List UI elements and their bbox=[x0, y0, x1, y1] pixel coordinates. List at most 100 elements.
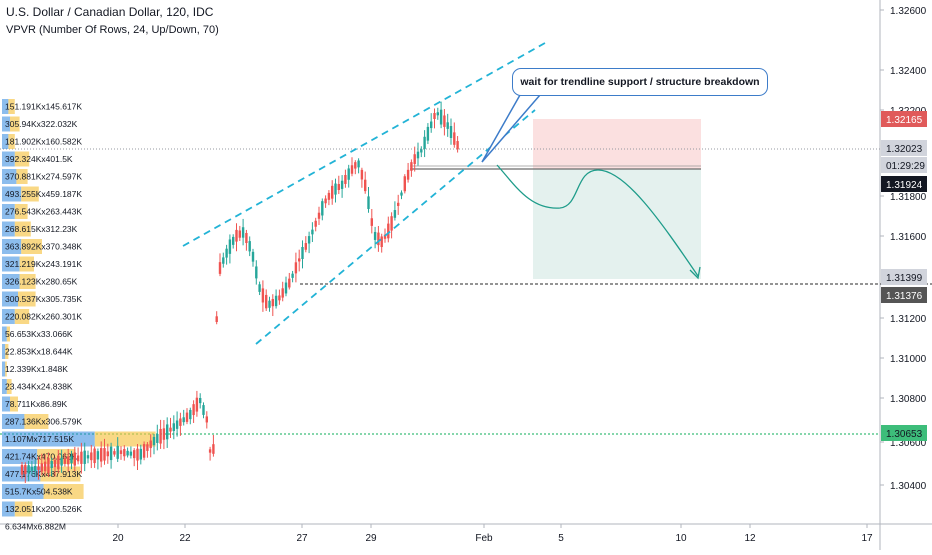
candle bbox=[443, 109, 446, 136]
price-tick-label: 1.31800 bbox=[890, 192, 927, 203]
candle bbox=[350, 157, 354, 177]
vp-up-bar bbox=[2, 414, 25, 429]
candle bbox=[149, 434, 152, 458]
vp-down-bar bbox=[19, 274, 36, 289]
candle bbox=[20, 462, 24, 479]
vp-down-bar bbox=[18, 291, 36, 307]
vp-up-bar bbox=[2, 484, 44, 499]
candle bbox=[265, 289, 268, 311]
vp-down-bar bbox=[43, 484, 84, 499]
candle bbox=[294, 252, 298, 283]
symbol-title[interactable]: U.S. Dollar / Canadian Dollar, 120, IDC bbox=[6, 5, 214, 19]
candle bbox=[453, 122, 456, 148]
channel-lower-trendline[interactable] bbox=[255, 109, 536, 345]
price-tag-box bbox=[881, 111, 927, 127]
price-tag-box bbox=[881, 176, 927, 192]
vp-row-label: 515.7Kx504.538K bbox=[5, 487, 73, 497]
candle bbox=[86, 450, 90, 464]
price-axis-tags: 1.32165 1.32023 01:29:29 1.31924 1.31399 1.31… bbox=[881, 111, 927, 441]
vp-down-bar bbox=[6, 379, 12, 394]
candle bbox=[377, 225, 380, 252]
candle bbox=[311, 222, 314, 243]
price-tag-box bbox=[881, 287, 927, 303]
candle bbox=[175, 411, 179, 437]
candle bbox=[189, 407, 192, 425]
candle bbox=[347, 164, 350, 188]
candle bbox=[76, 447, 80, 465]
candle bbox=[284, 276, 288, 297]
candle bbox=[298, 249, 301, 272]
vp-row-label: 268.615Kx312.23K bbox=[5, 224, 78, 234]
candle bbox=[156, 424, 159, 451]
candle bbox=[307, 231, 311, 254]
time-axis-ticks: 20 22 27 29 Feb 5 10 12 17 bbox=[112, 524, 873, 544]
candle bbox=[152, 434, 156, 455]
candle bbox=[179, 412, 182, 436]
candle bbox=[43, 454, 47, 476]
candle bbox=[222, 252, 225, 268]
indicator-legend[interactable]: VPVR (Number Of Rows, 24, Up/Down, 70) bbox=[6, 24, 219, 36]
annotation-callout[interactable]: wait for trendline support / structure b… bbox=[512, 68, 768, 96]
vp-row-label: 151.191Kx145.617K bbox=[5, 102, 82, 112]
candle bbox=[142, 441, 146, 461]
vp-up-bar bbox=[2, 169, 17, 184]
time-tick-label: 20 bbox=[112, 533, 124, 544]
candles bbox=[20, 101, 459, 484]
price-tick-label: 1.30600 bbox=[890, 438, 927, 449]
vp-down-bar bbox=[14, 221, 31, 237]
candle bbox=[100, 441, 103, 468]
price-tag-box bbox=[881, 425, 927, 441]
candle bbox=[103, 438, 106, 465]
stop-loss-zone[interactable] bbox=[533, 119, 701, 169]
vp-down-bar bbox=[10, 116, 20, 132]
candle bbox=[70, 450, 73, 470]
price-tag-label: 1.31399 bbox=[886, 273, 923, 284]
candle bbox=[380, 233, 383, 253]
vp-row-label: 287.136Kx306.579K bbox=[5, 417, 82, 427]
candle bbox=[456, 136, 459, 153]
candle bbox=[215, 311, 218, 325]
vp-up-bar bbox=[2, 309, 15, 324]
vp-up-bar bbox=[2, 431, 95, 447]
vp-down-bar bbox=[40, 466, 81, 482]
candle bbox=[57, 449, 60, 474]
vp-down-bar bbox=[14, 309, 30, 324]
candle bbox=[278, 289, 281, 305]
candle bbox=[235, 223, 238, 252]
vp-row-label: 326.123Kx280.65K bbox=[5, 277, 78, 287]
vp-row-label: 23.434Kx24.838K bbox=[5, 382, 73, 392]
projected-path[interactable] bbox=[496, 164, 699, 277]
price-tag-label: 1.31376 bbox=[886, 291, 923, 302]
candle bbox=[373, 226, 377, 249]
candle bbox=[400, 190, 403, 200]
candle bbox=[288, 272, 291, 290]
candle bbox=[185, 408, 189, 425]
vp-row-label: 22.853Kx18.644K bbox=[5, 347, 73, 357]
vp-row-label: 370.881Kx274.597K bbox=[5, 172, 82, 182]
candle bbox=[96, 448, 100, 470]
candle bbox=[139, 444, 142, 465]
vp-up-bar bbox=[2, 344, 6, 359]
channel-upper-trendline[interactable] bbox=[182, 42, 546, 247]
candle bbox=[166, 417, 169, 448]
vp-up-bar bbox=[2, 379, 7, 394]
vp-down-bar bbox=[94, 431, 156, 447]
vp-row-label: 305.94Kx322.032K bbox=[5, 119, 78, 129]
candle bbox=[337, 175, 340, 195]
candle bbox=[109, 442, 113, 469]
vp-up-bar bbox=[2, 291, 18, 307]
time-tick-label: 22 bbox=[179, 533, 191, 544]
candle bbox=[212, 434, 215, 457]
take-profit-zone[interactable] bbox=[533, 169, 701, 279]
time-tick-label: Feb bbox=[475, 533, 493, 544]
vp-up-bar bbox=[2, 274, 20, 289]
price-tag-label: 1.30653 bbox=[886, 429, 923, 440]
candle bbox=[60, 449, 63, 473]
vp-up-bar bbox=[2, 239, 22, 254]
price-tag-label: 1.31924 bbox=[886, 180, 923, 191]
candle bbox=[136, 443, 139, 471]
candle bbox=[116, 437, 119, 462]
vp-row-label: 276.543Kx263.443K bbox=[5, 207, 82, 217]
candle bbox=[281, 281, 284, 302]
